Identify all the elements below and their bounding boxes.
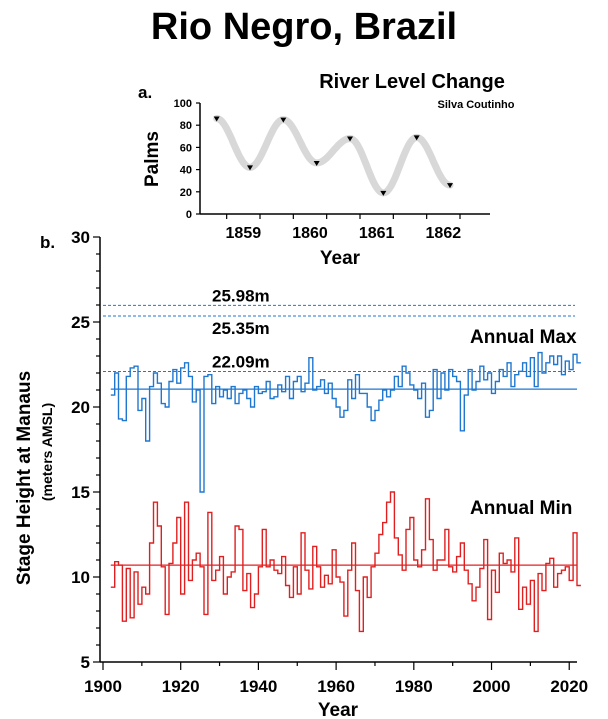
panel-b-x-tick-label: 1960: [317, 677, 355, 696]
annual-max-series: [110, 351, 581, 493]
panel-a-y-tick-label: 80: [180, 120, 192, 132]
panel-a-y-tick-label: 0: [186, 209, 192, 221]
river-level-point: [280, 117, 287, 123]
panel-b-y-tick-label: 30: [71, 228, 90, 247]
panel-b-y-tick-label: 15: [71, 483, 90, 502]
river-level-markers: [213, 116, 453, 196]
river-level-point: [213, 116, 220, 122]
panel-a-label: a.: [138, 83, 152, 102]
annual-min-label: Annual Min: [470, 498, 572, 519]
river-level-point: [347, 136, 353, 142]
panel-a-x-tick-label: 1860: [292, 225, 328, 242]
reference-line-label: 22.09m: [212, 352, 270, 371]
annual-min-series: [110, 491, 581, 633]
panel-a: a. River Level Change Silva Coutinho 0 20…: [138, 71, 515, 269]
panel-b-xlabel: Year: [318, 700, 359, 719]
panel-a-title: River Level Change: [319, 71, 505, 93]
panel-b-x-tick-label: 2000: [473, 677, 511, 696]
panel-a-subtitle: Silva Coutinho: [438, 99, 515, 111]
panel-b-y-tick-label: 5: [81, 653, 90, 672]
panel-a-y-tick-label: 40: [180, 165, 192, 177]
panel-b-y-ticks: 5 10 15 20 25 30: [71, 228, 100, 672]
river-level-point: [413, 135, 420, 141]
river-level-point: [247, 165, 253, 171]
panel-a-x-tick-label: 1861: [359, 225, 395, 242]
panel-a-xlabel: Year: [320, 248, 361, 269]
panel-b-x-ticks: 1900 1920 1940 1960 1980 2000 2020: [84, 662, 588, 696]
panel-b-y-tick-label: 20: [71, 398, 90, 417]
panel-b-y-tick-label: 25: [71, 313, 90, 332]
river-level-point: [380, 190, 387, 196]
river-level-curve: [213, 115, 454, 197]
panel-b-x-tick-label: 1980: [395, 677, 433, 696]
panel-b-label: b.: [40, 233, 55, 252]
reference-line-label: 25.98m: [212, 286, 270, 305]
panel-a-x-tick-label: 1862: [426, 225, 462, 242]
panel-b-x-tick-label: 2020: [550, 677, 588, 696]
panel-b-y-tick-label: 10: [71, 568, 90, 587]
river-level-point: [313, 160, 320, 166]
reference-line-label: 25.35m: [212, 319, 270, 338]
panel-a-ylabel: Palms: [142, 131, 163, 187]
panel-a-x-tick-label: 1859: [226, 225, 262, 242]
panel-a-x-ticks: 1859 1860 1861 1862: [226, 214, 462, 242]
panel-a-y-tick-label: 60: [180, 142, 192, 154]
main-title: Rio Negro, Brazil: [150, 6, 458, 48]
river-level-point: [447, 183, 453, 189]
panel-b-x-tick-label: 1900: [84, 677, 122, 696]
panel-b-ylabel: Stage Height at Manaus: [14, 371, 35, 585]
panel-b-x-tick-label: 1920: [162, 677, 200, 696]
panel-b-ylabel-sub: (meters AMSL): [39, 403, 55, 501]
reference-lines: 25.98m 25.35m 22.09m: [103, 286, 575, 372]
panel-a-y-tick-label: 100: [174, 98, 192, 110]
annual-max-label: Annual Max: [470, 327, 577, 348]
panel-a-y-tick-label: 20: [180, 187, 192, 199]
panel-b: b. 5 10 15 20 25 30 1900 1920 1940 1960 1980 2000 2…: [14, 228, 588, 719]
panel-b-x-tick-label: 1940: [239, 677, 277, 696]
panel-a-y-ticks: 0 20 40 60 80 100: [174, 98, 200, 221]
